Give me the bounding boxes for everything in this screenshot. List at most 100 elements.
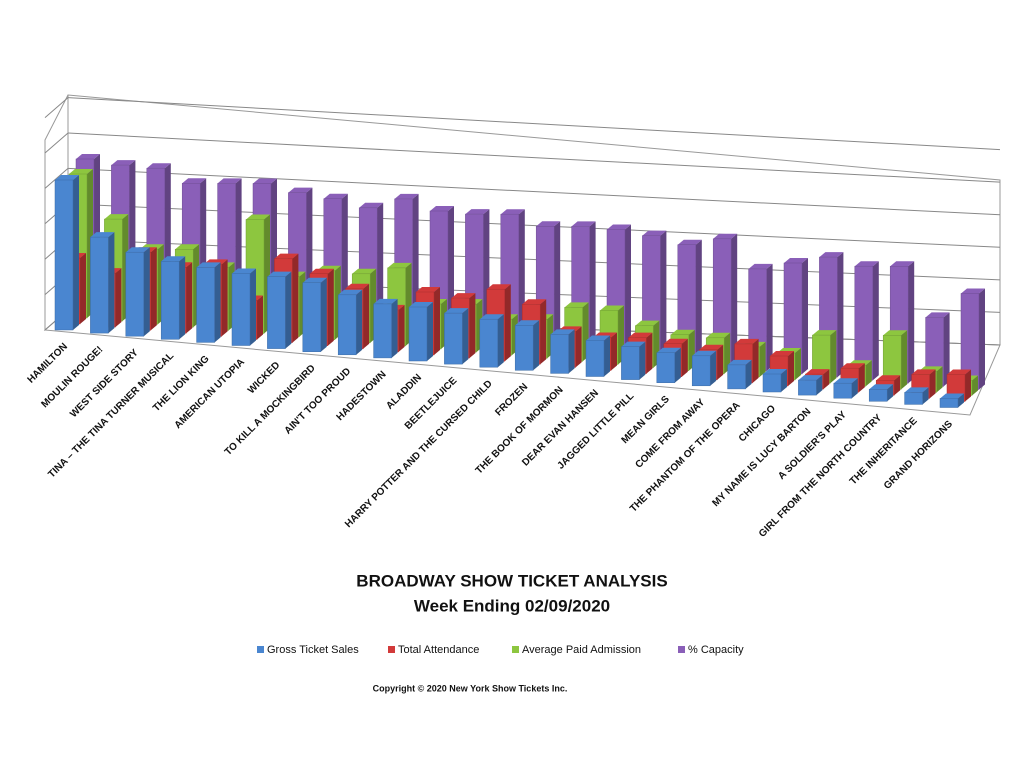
bar (408, 306, 428, 362)
bar-top (451, 293, 476, 299)
bar-side (257, 295, 263, 340)
bar-side (823, 369, 830, 390)
bar-top (338, 289, 363, 295)
bar-side (837, 252, 844, 378)
bar-top (819, 252, 844, 258)
bar-side (908, 261, 915, 384)
bar (479, 318, 499, 368)
x-tick-label: THE INHERITANCE (848, 415, 920, 487)
bar-side (108, 232, 115, 334)
bar-side (639, 341, 646, 380)
x-tick-label: AIN'T TOO PROUD (283, 366, 354, 437)
bar-side (922, 387, 929, 405)
bar-side (929, 369, 936, 399)
bar-side (901, 330, 908, 390)
bar-top (253, 178, 277, 184)
bar-side (625, 224, 631, 359)
bar-side (427, 302, 433, 361)
bar-top (656, 347, 681, 353)
bar-top (69, 169, 93, 174)
bar-top (763, 369, 787, 374)
legend-swatch (388, 646, 395, 653)
x-tick-label: A SOLDIER'S PLAY (776, 409, 849, 482)
bar-top (713, 233, 738, 239)
bar (231, 273, 251, 346)
bar-top (692, 350, 717, 356)
bar-top (663, 338, 688, 344)
bar (267, 276, 286, 349)
bar-side (887, 384, 894, 402)
x-tick-label: FROZEN (493, 382, 530, 419)
legend-swatch (257, 646, 264, 653)
bar-top (352, 268, 377, 274)
bar-side (391, 298, 398, 358)
bar-side (781, 369, 787, 392)
bar-side (717, 344, 724, 380)
bar (691, 355, 711, 387)
bar (585, 340, 605, 377)
bar-side (540, 299, 547, 365)
bar-side (554, 221, 561, 353)
bar-top (146, 163, 171, 169)
bar-side (830, 330, 837, 384)
x-tick-label: JAGGED LITTLE PILL (556, 391, 637, 472)
bar-side (766, 263, 773, 371)
bar-top (600, 305, 624, 311)
bar-side (575, 326, 582, 368)
bar-top (161, 256, 186, 262)
bar-side (186, 262, 193, 334)
grid-line (67, 167, 1001, 216)
bar-side (150, 247, 157, 331)
x-tick-label: HARRY POTTER AND THE CURSED CHILD (343, 378, 495, 530)
bar-top (869, 384, 894, 390)
bar-side (221, 259, 228, 337)
bar-side (469, 293, 476, 359)
bar-side (497, 314, 504, 368)
bar-side (250, 268, 256, 346)
bar (337, 294, 357, 356)
bar-side (731, 233, 738, 368)
bar-side (795, 348, 801, 380)
bar-top (217, 178, 242, 184)
bar-top (628, 332, 653, 338)
legend: Gross Ticket Sales Total Attendance Averag… (257, 644, 744, 656)
bar-side (816, 375, 823, 396)
bar-side (214, 262, 221, 343)
legend-swatch (512, 646, 519, 653)
x-tick-label: COME FROM AWAY (634, 397, 708, 471)
bar-top (409, 302, 433, 307)
bar-top (387, 262, 412, 268)
bar-top (104, 214, 129, 220)
bar (798, 379, 817, 396)
bar-side (143, 247, 150, 337)
x-tick-label: GRAND HORIZONS (882, 418, 955, 491)
bar-top (232, 268, 256, 274)
bar (727, 364, 746, 390)
bar-top (621, 341, 646, 347)
bar-side (611, 332, 617, 371)
bar-side (80, 253, 86, 324)
bar-top (479, 314, 504, 320)
bar-side (681, 338, 688, 377)
chart-title: BROADWAY SHOW TICKET ANALYSIS (356, 571, 667, 590)
bars (54, 154, 985, 408)
grid-line (67, 132, 1001, 183)
bar-side (320, 277, 327, 352)
bar-top (784, 258, 808, 263)
bar-side (604, 335, 610, 377)
bar (621, 346, 640, 380)
bar-side (858, 363, 865, 393)
legend-label: % Capacity (688, 644, 744, 656)
bar-top (302, 277, 327, 283)
bar (762, 373, 782, 393)
bar-side (327, 268, 334, 346)
bar-side (674, 347, 681, 383)
bar-top (854, 261, 879, 267)
bar-top (904, 387, 929, 393)
bar-top (309, 268, 334, 274)
bar-side (568, 329, 575, 374)
bar-top (925, 312, 950, 318)
bar-top (373, 298, 398, 304)
bar-top (246, 214, 270, 220)
bar-top (175, 244, 200, 250)
